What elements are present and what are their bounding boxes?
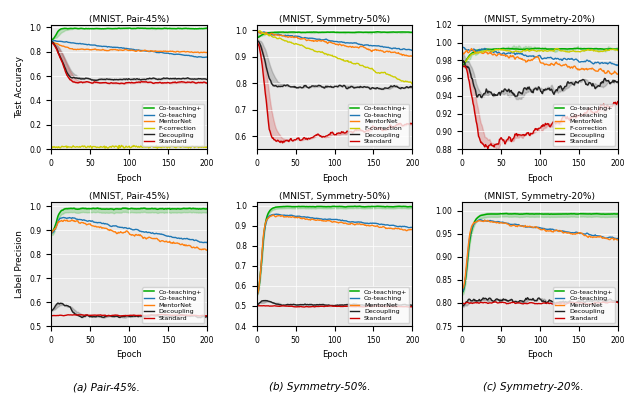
- Y-axis label: Test Accuracy: Test Accuracy: [15, 56, 24, 118]
- Legend: Co-teaching+, Co-teaching, MentorNet, Decoupling, Standard: Co-teaching+, Co-teaching, MentorNet, De…: [142, 287, 204, 323]
- X-axis label: Epoch: Epoch: [322, 350, 348, 359]
- Text: (a) Pair-45%.: (a) Pair-45%.: [73, 382, 140, 392]
- Title: (MNIST, Symmetry-50%): (MNIST, Symmetry-50%): [279, 192, 390, 201]
- X-axis label: Epoch: Epoch: [527, 350, 553, 359]
- Legend: Co-teaching+, Co-teaching, MentorNet, Decoupling, Standard: Co-teaching+, Co-teaching, MentorNet, De…: [348, 287, 409, 323]
- Title: (MNIST, Symmetry-20%): (MNIST, Symmetry-20%): [484, 192, 595, 201]
- X-axis label: Epoch: Epoch: [322, 173, 348, 182]
- X-axis label: Epoch: Epoch: [116, 350, 142, 359]
- Title: (MNIST, Pair-45%): (MNIST, Pair-45%): [89, 15, 170, 24]
- Legend: Co-teaching+, Co-teaching, MentorNet, F-correction, Decoupling, Standard: Co-teaching+, Co-teaching, MentorNet, F-…: [553, 104, 614, 146]
- X-axis label: Epoch: Epoch: [116, 173, 142, 182]
- Title: (MNIST, Pair-45%): (MNIST, Pair-45%): [89, 192, 170, 201]
- Title: (MNIST, Symmetry-50%): (MNIST, Symmetry-50%): [279, 15, 390, 24]
- Legend: Co-teaching+, Co-teaching, MentorNet, F-correction, Decoupling, Standard: Co-teaching+, Co-teaching, MentorNet, F-…: [348, 104, 409, 146]
- Title: (MNIST, Symmetry-20%): (MNIST, Symmetry-20%): [484, 15, 595, 24]
- Text: (c) Symmetry-20%.: (c) Symmetry-20%.: [483, 382, 584, 392]
- X-axis label: Epoch: Epoch: [527, 173, 553, 182]
- Legend: Co-teaching+, Co-teaching, MentorNet, Decoupling, Standard: Co-teaching+, Co-teaching, MentorNet, De…: [553, 287, 614, 323]
- Text: (b) Symmetry-50%.: (b) Symmetry-50%.: [269, 382, 371, 392]
- Y-axis label: Label Precision: Label Precision: [15, 230, 24, 298]
- Legend: Co-teaching+, Co-teaching, MentorNet, F-correction, Decoupling, Standard: Co-teaching+, Co-teaching, MentorNet, F-…: [142, 104, 204, 146]
